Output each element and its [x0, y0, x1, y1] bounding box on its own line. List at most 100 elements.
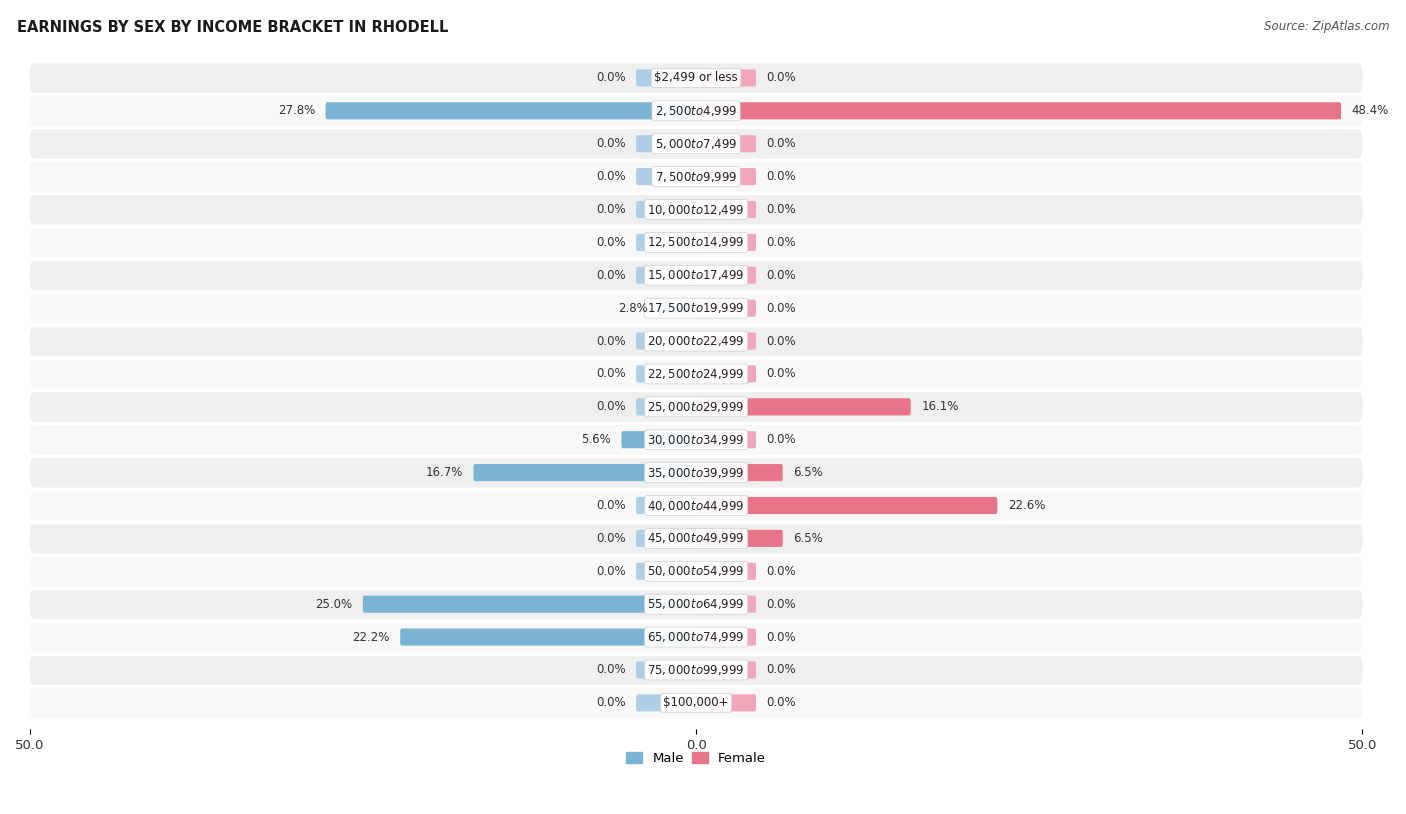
FancyBboxPatch shape	[696, 332, 756, 349]
Text: 6.5%: 6.5%	[793, 532, 823, 545]
FancyBboxPatch shape	[696, 662, 756, 679]
Text: 0.0%: 0.0%	[766, 170, 796, 183]
Text: 0.0%: 0.0%	[766, 138, 796, 151]
Text: $65,000 to $74,999: $65,000 to $74,999	[647, 630, 745, 644]
FancyBboxPatch shape	[636, 398, 696, 415]
FancyBboxPatch shape	[636, 662, 696, 679]
FancyBboxPatch shape	[636, 365, 696, 383]
Text: 0.0%: 0.0%	[766, 631, 796, 644]
FancyBboxPatch shape	[636, 234, 696, 251]
FancyBboxPatch shape	[30, 227, 1362, 257]
FancyBboxPatch shape	[636, 267, 696, 284]
FancyBboxPatch shape	[696, 398, 911, 415]
Text: 0.0%: 0.0%	[766, 203, 796, 216]
Text: $12,500 to $14,999: $12,500 to $14,999	[647, 235, 745, 249]
Text: 27.8%: 27.8%	[277, 104, 315, 117]
FancyBboxPatch shape	[30, 556, 1362, 586]
Text: 0.0%: 0.0%	[596, 400, 626, 414]
FancyBboxPatch shape	[696, 562, 756, 580]
Text: $25,000 to $29,999: $25,000 to $29,999	[648, 400, 745, 414]
Text: 0.0%: 0.0%	[596, 367, 626, 380]
Text: 0.0%: 0.0%	[596, 696, 626, 709]
Text: 0.0%: 0.0%	[766, 597, 796, 610]
FancyBboxPatch shape	[696, 628, 756, 646]
Text: $2,500 to $4,999: $2,500 to $4,999	[655, 104, 737, 118]
FancyBboxPatch shape	[621, 431, 696, 449]
Text: 0.0%: 0.0%	[596, 236, 626, 249]
Text: 5.6%: 5.6%	[581, 433, 610, 446]
FancyBboxPatch shape	[30, 129, 1362, 159]
FancyBboxPatch shape	[636, 562, 696, 580]
Text: $15,000 to $17,499: $15,000 to $17,499	[647, 269, 745, 282]
FancyBboxPatch shape	[696, 201, 756, 218]
FancyBboxPatch shape	[30, 96, 1362, 126]
FancyBboxPatch shape	[636, 497, 696, 514]
Text: 0.0%: 0.0%	[766, 335, 796, 348]
FancyBboxPatch shape	[636, 135, 696, 152]
FancyBboxPatch shape	[696, 530, 783, 547]
Text: $75,000 to $99,999: $75,000 to $99,999	[647, 663, 745, 677]
FancyBboxPatch shape	[696, 365, 756, 383]
Text: $55,000 to $64,999: $55,000 to $64,999	[647, 597, 745, 611]
FancyBboxPatch shape	[696, 694, 756, 711]
FancyBboxPatch shape	[326, 103, 696, 120]
FancyBboxPatch shape	[30, 63, 1362, 93]
FancyBboxPatch shape	[696, 267, 756, 284]
FancyBboxPatch shape	[696, 168, 756, 185]
Text: 0.0%: 0.0%	[596, 532, 626, 545]
Text: 16.7%: 16.7%	[426, 466, 463, 479]
Text: 25.0%: 25.0%	[315, 597, 353, 610]
FancyBboxPatch shape	[696, 135, 756, 152]
FancyBboxPatch shape	[696, 300, 756, 317]
Text: $7,500 to $9,999: $7,500 to $9,999	[655, 169, 737, 184]
Text: $5,000 to $7,499: $5,000 to $7,499	[655, 137, 737, 151]
FancyBboxPatch shape	[30, 425, 1362, 455]
Text: EARNINGS BY SEX BY INCOME BRACKET IN RHODELL: EARNINGS BY SEX BY INCOME BRACKET IN RHO…	[17, 20, 449, 35]
FancyBboxPatch shape	[696, 464, 783, 481]
Text: 0.0%: 0.0%	[766, 72, 796, 85]
Text: $17,500 to $19,999: $17,500 to $19,999	[647, 301, 745, 315]
Text: 0.0%: 0.0%	[766, 565, 796, 578]
FancyBboxPatch shape	[30, 654, 1362, 685]
FancyBboxPatch shape	[636, 168, 696, 185]
Text: 0.0%: 0.0%	[766, 433, 796, 446]
FancyBboxPatch shape	[30, 589, 1362, 619]
Text: $30,000 to $34,999: $30,000 to $34,999	[647, 433, 745, 447]
Text: 0.0%: 0.0%	[596, 335, 626, 348]
FancyBboxPatch shape	[30, 293, 1362, 323]
Text: $45,000 to $49,999: $45,000 to $49,999	[647, 532, 745, 545]
FancyBboxPatch shape	[30, 688, 1362, 718]
Text: Source: ZipAtlas.com: Source: ZipAtlas.com	[1264, 20, 1389, 33]
Text: $22,500 to $24,999: $22,500 to $24,999	[647, 367, 745, 381]
Text: 0.0%: 0.0%	[766, 696, 796, 709]
FancyBboxPatch shape	[696, 234, 756, 251]
FancyBboxPatch shape	[636, 201, 696, 218]
Text: $35,000 to $39,999: $35,000 to $39,999	[647, 466, 745, 479]
Text: $20,000 to $22,499: $20,000 to $22,499	[647, 334, 745, 348]
FancyBboxPatch shape	[30, 161, 1362, 192]
Text: 0.0%: 0.0%	[596, 203, 626, 216]
Text: 48.4%: 48.4%	[1351, 104, 1389, 117]
Text: 0.0%: 0.0%	[766, 663, 796, 676]
Text: $50,000 to $54,999: $50,000 to $54,999	[647, 564, 745, 578]
FancyBboxPatch shape	[30, 260, 1362, 291]
FancyBboxPatch shape	[696, 103, 1341, 120]
Text: 22.2%: 22.2%	[352, 631, 389, 644]
Text: 0.0%: 0.0%	[596, 138, 626, 151]
FancyBboxPatch shape	[30, 457, 1362, 488]
Text: 16.1%: 16.1%	[921, 400, 959, 414]
FancyBboxPatch shape	[401, 628, 696, 646]
FancyBboxPatch shape	[30, 392, 1362, 422]
FancyBboxPatch shape	[696, 431, 756, 449]
Text: $100,000+: $100,000+	[664, 696, 728, 709]
FancyBboxPatch shape	[636, 530, 696, 547]
Text: $10,000 to $12,499: $10,000 to $12,499	[647, 203, 745, 217]
Text: 0.0%: 0.0%	[766, 236, 796, 249]
FancyBboxPatch shape	[636, 694, 696, 711]
FancyBboxPatch shape	[636, 332, 696, 349]
Legend: Male, Female: Male, Female	[620, 746, 772, 770]
Text: 0.0%: 0.0%	[596, 565, 626, 578]
FancyBboxPatch shape	[30, 622, 1362, 652]
FancyBboxPatch shape	[474, 464, 696, 481]
Text: 0.0%: 0.0%	[766, 367, 796, 380]
